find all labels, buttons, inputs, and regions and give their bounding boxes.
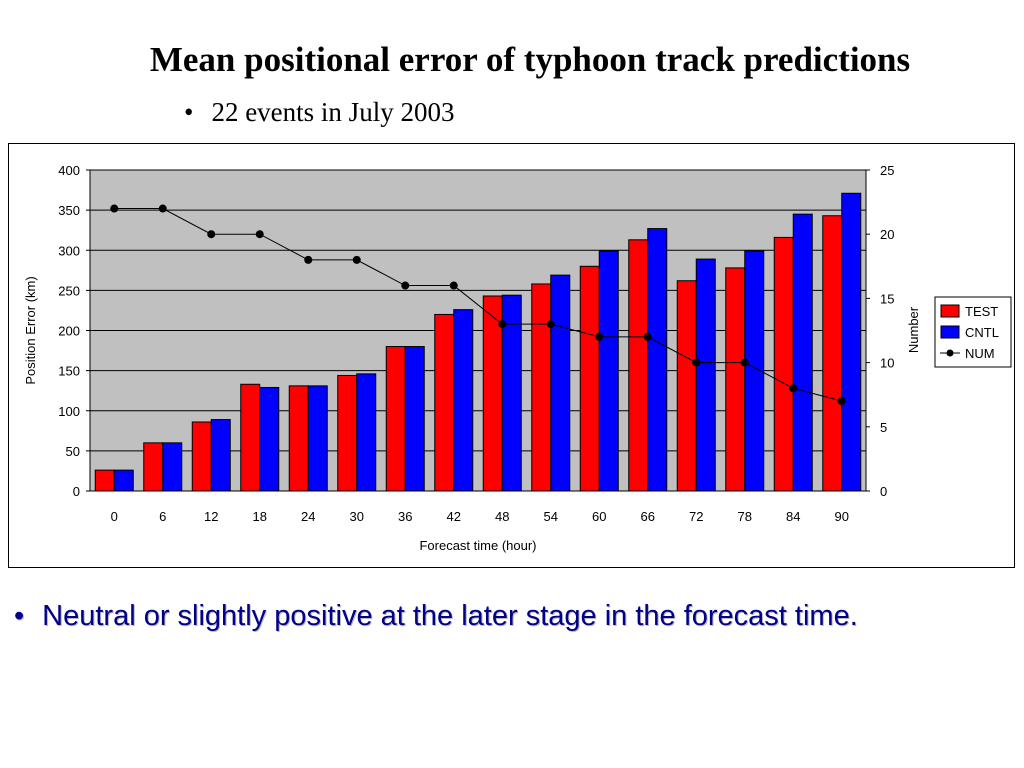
- bar-cntl: [744, 250, 765, 492]
- x-axis-label: Forecast time (hour): [419, 538, 536, 553]
- legend-swatch-cntl: [940, 325, 960, 339]
- y-tick-label: 0: [73, 484, 80, 499]
- bar-test: [191, 421, 212, 492]
- legend-label-num: NUM: [965, 346, 995, 361]
- point-num: [110, 204, 119, 213]
- y-tick-label: 50: [66, 444, 80, 459]
- bar-cntl: [841, 192, 862, 492]
- bar-test: [434, 313, 455, 492]
- point-num: [498, 320, 507, 329]
- y-tick-label: 150: [58, 364, 80, 379]
- point-num: [158, 204, 167, 213]
- point-num: [207, 230, 216, 239]
- y2-tick-label: 0: [880, 484, 887, 499]
- y-tick-label: 250: [58, 283, 80, 298]
- point-num: [352, 255, 361, 264]
- bar-test: [143, 442, 164, 492]
- chart-frame: 0 50 100 150 200 250 300 350 400 0 5 10 15 20 25 0 6 12 18…: [8, 143, 1015, 568]
- bar-cntl: [356, 373, 377, 492]
- bar-test: [822, 215, 843, 492]
- bar-cntl: [695, 258, 716, 492]
- point-num: [595, 332, 604, 341]
- point-num: [449, 281, 458, 290]
- legend-label-cntl: CNTL: [965, 325, 999, 340]
- y2-tick-label: 25: [880, 163, 894, 178]
- x-tick-label: 12: [204, 509, 218, 524]
- bar-test: [628, 239, 649, 492]
- bottom-bullet: • Neutral or slightly positive at the lat…: [14, 600, 858, 633]
- point-num: [837, 397, 846, 406]
- y-tick-label: 400: [58, 163, 80, 178]
- x-tick-label: 42: [447, 509, 461, 524]
- legend-swatch-marker: [946, 349, 954, 357]
- y-tick-label: 100: [58, 404, 80, 419]
- bottom-bullet-marker: •: [14, 600, 25, 632]
- y2-tick-label: 5: [880, 420, 887, 435]
- x-tick-label: 54: [544, 509, 558, 524]
- bar-cntl: [307, 385, 328, 492]
- bar-cntl: [550, 274, 571, 492]
- bar-cntl: [162, 442, 183, 492]
- subtitle-bullet: •: [184, 97, 194, 127]
- y2-tick-label: 20: [880, 227, 894, 242]
- x-tick-label: 84: [786, 509, 800, 524]
- bar-test: [676, 280, 697, 492]
- y-tick-label: 200: [58, 324, 80, 339]
- line-num: [114, 208, 842, 402]
- bar-cntl: [453, 309, 474, 492]
- point-num: [789, 384, 798, 393]
- point-num: [643, 332, 652, 341]
- point-num: [546, 320, 555, 329]
- bar-cntl: [210, 419, 231, 492]
- y-tick-label: 300: [58, 243, 80, 258]
- x-tick-label: 60: [592, 509, 606, 524]
- bar-test: [337, 374, 358, 492]
- x-tick-label: 78: [738, 509, 752, 524]
- point-num: [255, 230, 264, 239]
- bar-test: [385, 346, 406, 492]
- x-tick-label: 66: [641, 509, 655, 524]
- y2-tick-label: 10: [880, 356, 894, 371]
- point-num: [304, 255, 313, 264]
- point-num: [740, 358, 749, 367]
- y-tick-label: 350: [58, 203, 80, 218]
- bar-cntl: [647, 228, 668, 492]
- x-tick-label: 6: [159, 509, 166, 524]
- bar-cntl: [113, 469, 134, 492]
- x-tick-label: 24: [301, 509, 315, 524]
- bar-test: [579, 265, 600, 492]
- bottom-bullet-text: Neutral or slightly positive at the late…: [42, 600, 858, 632]
- bar-cntl: [404, 346, 425, 492]
- x-tick-label: 36: [398, 509, 412, 524]
- bar-cntl: [501, 294, 522, 492]
- x-tick-label: 72: [689, 509, 703, 524]
- bar-test: [773, 236, 794, 492]
- bar-cntl: [259, 386, 280, 492]
- subtitle-text: 22 events in July 2003: [211, 97, 455, 127]
- slide-title: Mean positional error of typhoon track p…: [149, 40, 911, 79]
- legend-label-test: TEST: [965, 304, 998, 319]
- bar-test: [240, 383, 261, 492]
- y2-axis-label: Number: [906, 306, 921, 353]
- bar-test: [725, 267, 746, 492]
- legend-swatch-test: [940, 304, 960, 318]
- x-tick-label: 0: [111, 509, 118, 524]
- x-tick-label: 30: [350, 509, 364, 524]
- y2-tick-label: 15: [880, 291, 894, 306]
- x-tick-label: 48: [495, 509, 509, 524]
- bar-test: [531, 283, 552, 492]
- point-num: [692, 358, 701, 367]
- bar-test: [288, 385, 309, 492]
- point-num: [401, 281, 410, 290]
- x-tick-label: 18: [253, 509, 267, 524]
- subtitle: • 22 events in July 2003: [184, 97, 454, 128]
- bar-cntl: [598, 250, 619, 492]
- bar-test: [94, 469, 115, 492]
- x-tick-label: 90: [835, 509, 849, 524]
- bar-cntl: [792, 213, 813, 492]
- y-axis-label: Position Error (km): [23, 276, 38, 384]
